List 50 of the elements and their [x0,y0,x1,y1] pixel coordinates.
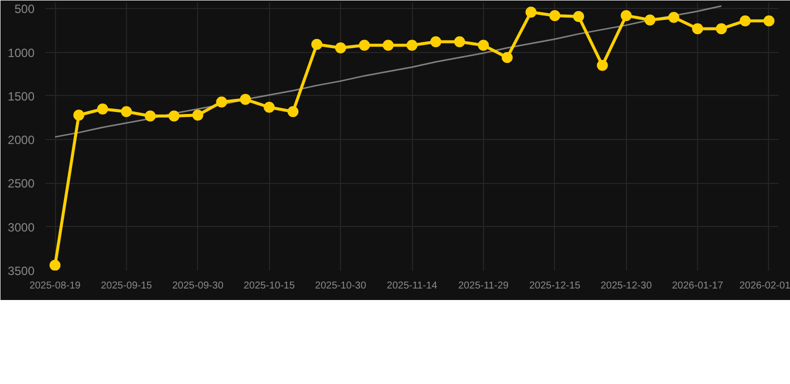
point [264,102,275,113]
point [668,12,680,23]
x-tick-label: 2026-01-17 [672,280,724,292]
point [120,106,132,118]
point [335,42,346,54]
point [740,15,751,26]
point [763,15,774,26]
x-tick-label: 2025-09-30 [172,280,224,292]
x-tick-label: 2026-02-01 [739,280,790,292]
x-tick-label: 2025-08-19 [29,280,82,292]
point [406,40,418,51]
point [454,36,466,48]
point [382,40,394,51]
point [525,6,536,18]
y-tick-label: 1500 [8,89,35,104]
line-series [54,5,722,138]
x-tick-label: 2025-11-29 [458,280,510,292]
point [144,110,156,122]
point [596,60,608,71]
point [549,10,560,22]
point [168,110,180,122]
x-tick-label: 2025-12-30 [600,280,652,292]
x-tick-label: 2025-10-30 [315,280,367,292]
y-tick-label: 3000 [8,220,35,234]
point [430,36,442,48]
y-tick-label: 500 [14,2,35,16]
point [716,23,727,34]
x-tick-label: 2025-10-15 [244,280,296,292]
point [644,14,656,26]
point [573,10,584,22]
point [358,40,370,51]
y-tick-label: 1000 [8,46,35,60]
x-tick-label: 2025-12-15 [529,280,581,292]
point [311,38,322,50]
x-tick-label: 2025-11-14 [386,280,438,292]
point [620,10,632,22]
point [73,110,84,121]
point [50,260,61,270]
point [692,23,704,34]
y-tick-label: 2500 [8,176,35,191]
point [502,52,513,63]
y-tick-label: 3500 [8,264,35,278]
point [240,94,251,105]
point [288,106,299,118]
x-tick-label: 2025-09-15 [100,280,152,292]
point [192,110,204,121]
point [216,96,228,108]
y-tick-label: 2000 [8,133,35,148]
point [97,104,108,114]
point [478,40,489,51]
